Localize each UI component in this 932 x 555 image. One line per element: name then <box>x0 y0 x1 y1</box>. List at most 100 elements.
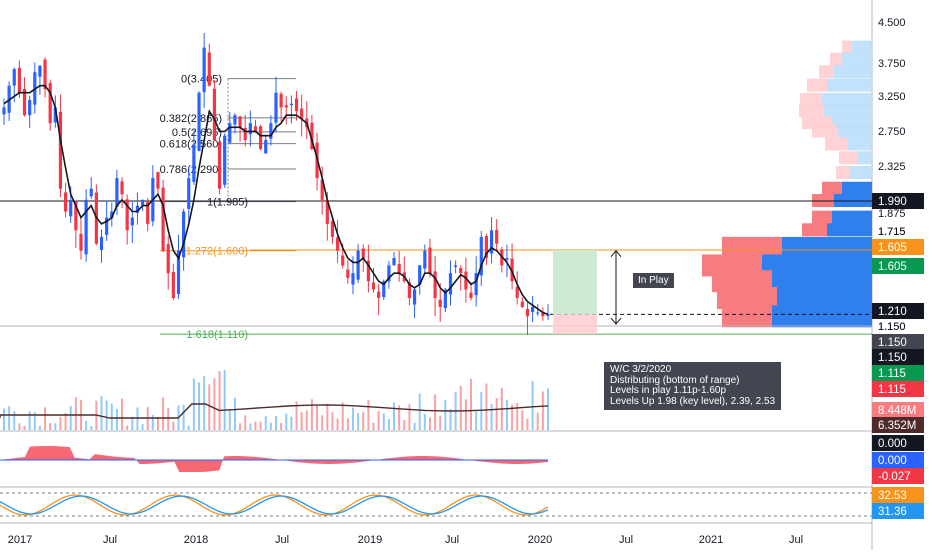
candle-body <box>294 98 299 112</box>
candle-body <box>289 103 293 106</box>
volume-bar <box>305 410 308 430</box>
volume-tag-bg <box>872 417 924 433</box>
stoch-d-line <box>0 495 549 515</box>
candle-body <box>105 217 109 235</box>
volume-bar <box>449 409 452 430</box>
volume-tag-bg <box>872 365 924 381</box>
measure-arrow-bottom <box>610 317 622 325</box>
candle-body <box>228 123 232 143</box>
volume-profile-up-bar <box>832 210 872 224</box>
volume-bar <box>398 405 401 430</box>
volume-profile-down-bar <box>819 65 834 79</box>
candle-body <box>12 69 16 86</box>
volume-bar <box>28 411 31 430</box>
volume-bar <box>372 422 375 430</box>
stoch-k-line <box>0 494 549 516</box>
volume-profile-down-bar <box>825 137 847 151</box>
oscillator-histogram <box>0 446 548 472</box>
x-axis-tick-label: 2021 <box>699 534 723 546</box>
candle-body <box>397 264 401 274</box>
candle-body <box>325 199 329 224</box>
candle-body <box>53 107 57 123</box>
volume-bar <box>233 397 236 430</box>
candle-body <box>366 260 370 282</box>
volume-bar <box>115 408 118 430</box>
fib-level-label: 0.618(2.560) <box>160 139 222 151</box>
oscillator-tag-bg <box>872 452 924 468</box>
candle-body <box>464 271 468 290</box>
volume-profile-down-bar <box>722 236 782 259</box>
price-tag: 1.150 <box>878 352 907 364</box>
candle-body <box>187 178 191 209</box>
in-play-label: In Play <box>633 273 674 288</box>
candle-body <box>146 201 150 224</box>
candle-body <box>217 142 222 189</box>
candle-body <box>166 244 170 274</box>
candle-body <box>259 126 263 149</box>
price-tag: 1.210 <box>878 306 907 318</box>
volume-tag: 8.448M <box>878 405 916 417</box>
fib-level-label: 1.272(1.600) <box>186 246 248 258</box>
volume-bar <box>316 405 319 430</box>
candle-body <box>479 236 483 276</box>
candle-body <box>223 135 227 185</box>
candle-body <box>541 312 545 317</box>
volume-bar <box>18 423 21 430</box>
candle-body <box>248 123 252 135</box>
volume-bar <box>275 416 277 430</box>
volume-profile-up-bar <box>834 65 872 79</box>
volume-profile-up-bar <box>777 287 872 310</box>
fib-level-label: 1(1.985) <box>207 197 248 209</box>
moving-average-line <box>3 84 549 316</box>
y-axis-tick-label: 1.150 <box>878 321 906 333</box>
volume-bar <box>541 391 544 430</box>
volume-bar <box>136 407 139 430</box>
candle-body <box>69 199 73 217</box>
volume-bar <box>121 398 124 430</box>
x-axis-tick-label: 2017 <box>8 534 32 546</box>
volume-bar <box>259 421 262 430</box>
candle-body <box>341 255 345 266</box>
price-tag: 1.605 <box>878 261 907 273</box>
x-axis-tick-label: Jul <box>445 534 459 546</box>
volume-bar <box>280 422 283 430</box>
note-box[interactable]: W/C 3/2/2020 Distributing (bottom of rang… <box>604 362 782 410</box>
volume-bar <box>167 408 170 430</box>
volume-bar <box>464 399 467 430</box>
volume-bar <box>336 418 339 430</box>
volume-profile-down-bar <box>717 287 777 310</box>
volume-profile-down-bar <box>812 210 832 224</box>
oscillator-tag: -0.027 <box>878 471 911 483</box>
volume-bar <box>85 420 88 430</box>
candle-body <box>140 199 145 205</box>
volume-bar <box>13 411 16 430</box>
volume-bar <box>326 403 329 430</box>
y-axis-tick-label: 4.500 <box>878 17 906 29</box>
candle-body <box>505 257 509 260</box>
long-position-stop-zone <box>553 314 597 335</box>
candle-body <box>520 301 524 307</box>
candle-body <box>382 281 386 298</box>
volume-bar <box>228 410 231 430</box>
candle-body <box>330 220 335 237</box>
candle-body <box>371 282 376 290</box>
price-tag-bg <box>872 334 924 350</box>
candle-body <box>310 122 314 149</box>
volume-profile-down-bar <box>807 78 827 92</box>
candle-body <box>17 67 21 93</box>
volume-bar <box>249 423 252 430</box>
volume-moving-average <box>0 403 549 419</box>
volume-bar <box>203 376 206 430</box>
volume-bar <box>156 417 159 430</box>
volume-profile-down-bar <box>800 92 822 106</box>
volume-bar <box>428 417 431 430</box>
stochastic-tag-bg <box>872 487 924 503</box>
candle-body <box>525 309 530 317</box>
fib-level-label: 1.618(1.110) <box>186 329 248 341</box>
candle-body <box>510 258 514 282</box>
volume-profile-up-bar <box>852 40 872 54</box>
volume-bar <box>346 418 349 430</box>
volume-bar <box>459 385 462 430</box>
